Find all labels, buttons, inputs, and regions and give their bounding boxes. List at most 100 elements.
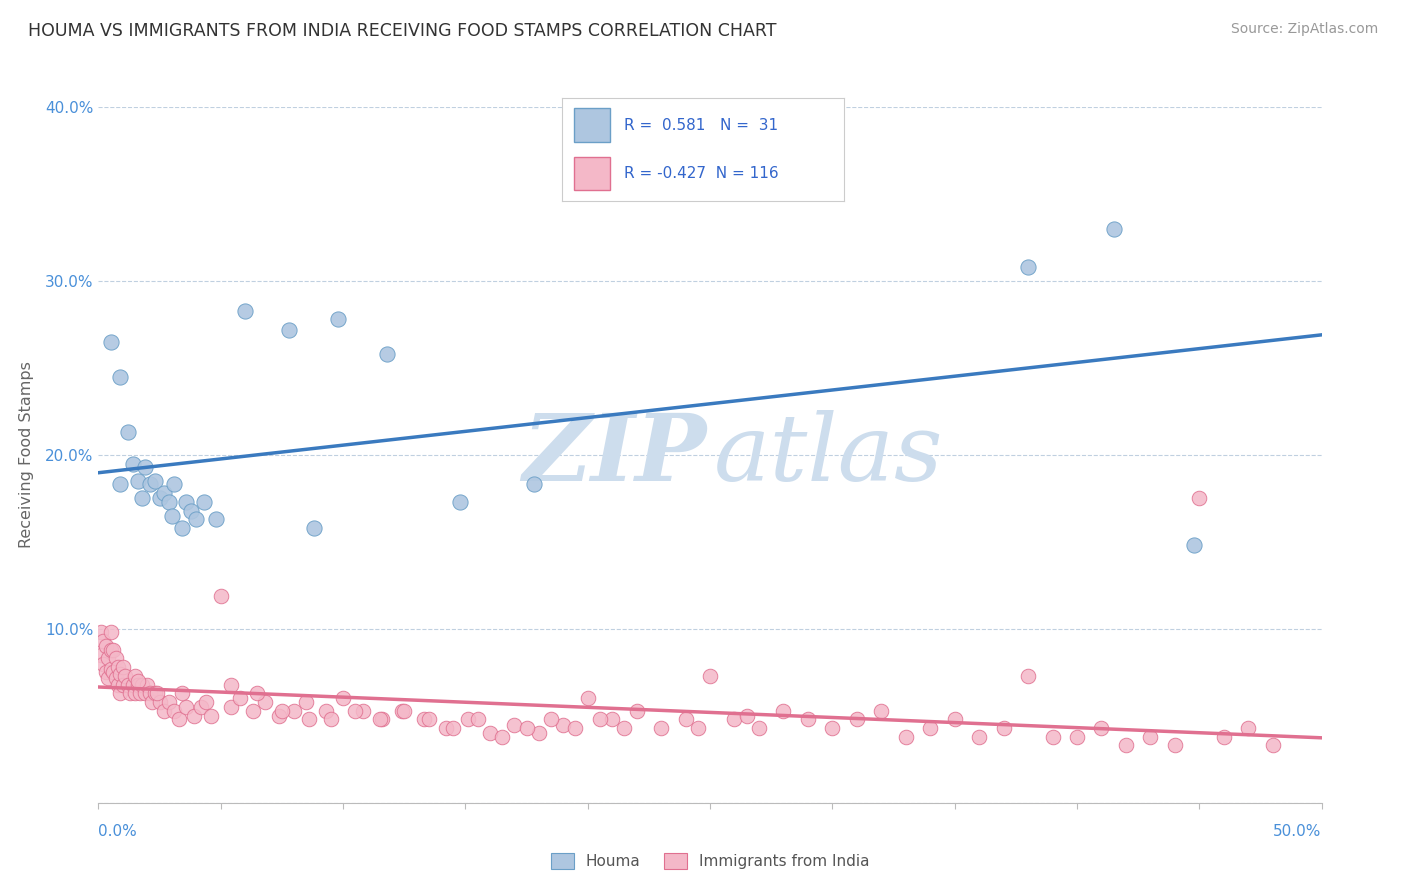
Point	[149, 491, 172, 506]
Point	[170, 521, 193, 535]
Point	[110, 369, 132, 384]
Point	[328, 312, 350, 326]
Point	[943, 712, 966, 726]
Point	[412, 712, 434, 726]
Point	[219, 677, 242, 691]
Point	[1212, 730, 1234, 744]
Point	[553, 717, 575, 731]
Point	[564, 721, 586, 735]
Point	[441, 721, 464, 735]
Point	[368, 712, 391, 726]
Point	[94, 639, 117, 653]
Point	[100, 625, 122, 640]
Point	[269, 708, 291, 723]
Point	[894, 730, 917, 744]
Point	[153, 486, 176, 500]
Point	[1188, 491, 1211, 506]
Point	[195, 695, 218, 709]
Point	[748, 721, 770, 735]
Point	[375, 347, 398, 361]
Point	[1102, 221, 1125, 235]
Point	[143, 686, 166, 700]
Point	[1115, 739, 1137, 753]
Point	[845, 712, 868, 726]
Point	[242, 704, 264, 718]
Point	[967, 730, 990, 744]
Point	[90, 625, 112, 640]
Point	[120, 686, 142, 700]
Point	[298, 712, 321, 726]
Point	[110, 667, 132, 681]
Point	[163, 477, 186, 491]
Point	[1090, 721, 1112, 735]
Point	[920, 721, 942, 735]
Point	[121, 457, 143, 471]
Point	[101, 642, 124, 657]
Point	[219, 700, 242, 714]
Point	[100, 662, 122, 676]
Point	[478, 726, 501, 740]
Point	[143, 474, 166, 488]
FancyBboxPatch shape	[574, 157, 610, 190]
Point	[870, 704, 893, 718]
Point	[467, 712, 489, 726]
Point	[735, 708, 758, 723]
Point	[457, 712, 479, 726]
Point	[1237, 721, 1260, 735]
Text: R =  0.581   N =  31: R = 0.581 N = 31	[624, 118, 779, 133]
Point	[139, 477, 162, 491]
Point	[295, 695, 318, 709]
Point	[104, 671, 127, 685]
Point	[129, 686, 152, 700]
Point	[491, 730, 513, 744]
Point	[589, 712, 612, 726]
Point	[233, 303, 256, 318]
Legend: Houma, Immigrants from India: Houma, Immigrants from India	[544, 847, 876, 875]
Point	[124, 669, 146, 683]
Text: atlas: atlas	[714, 410, 943, 500]
Point	[352, 704, 374, 718]
Point	[134, 686, 156, 700]
Text: 0.0%: 0.0%	[98, 823, 138, 838]
Point	[527, 726, 550, 740]
Text: Source: ZipAtlas.com: Source: ZipAtlas.com	[1230, 22, 1378, 37]
Point	[797, 712, 820, 726]
Point	[146, 686, 169, 700]
Point	[193, 495, 215, 509]
Point	[1261, 739, 1284, 753]
Point	[134, 460, 156, 475]
Point	[107, 677, 129, 691]
Point	[821, 721, 844, 735]
Point	[283, 704, 305, 718]
Point	[136, 677, 159, 691]
Point	[97, 671, 120, 685]
Point	[104, 651, 127, 665]
Point	[180, 503, 202, 517]
Point	[110, 477, 132, 491]
Point	[91, 634, 114, 648]
Point	[392, 704, 416, 718]
Point	[1066, 730, 1088, 744]
Point	[100, 334, 122, 349]
Point	[153, 704, 176, 718]
Point	[302, 521, 325, 535]
Point	[450, 495, 472, 509]
Point	[127, 474, 149, 488]
Point	[90, 648, 112, 662]
Point	[626, 704, 648, 718]
Point	[993, 721, 1015, 735]
Point	[107, 660, 129, 674]
Point	[418, 712, 440, 726]
Point	[523, 477, 546, 491]
Point	[613, 721, 636, 735]
Point	[200, 708, 222, 723]
Point	[101, 665, 124, 680]
Point	[253, 695, 276, 709]
Point	[503, 717, 526, 731]
Point	[1164, 739, 1187, 753]
Point	[176, 495, 198, 509]
Point	[160, 508, 183, 523]
Point	[270, 704, 294, 718]
Point	[111, 677, 134, 691]
Point	[600, 712, 623, 726]
